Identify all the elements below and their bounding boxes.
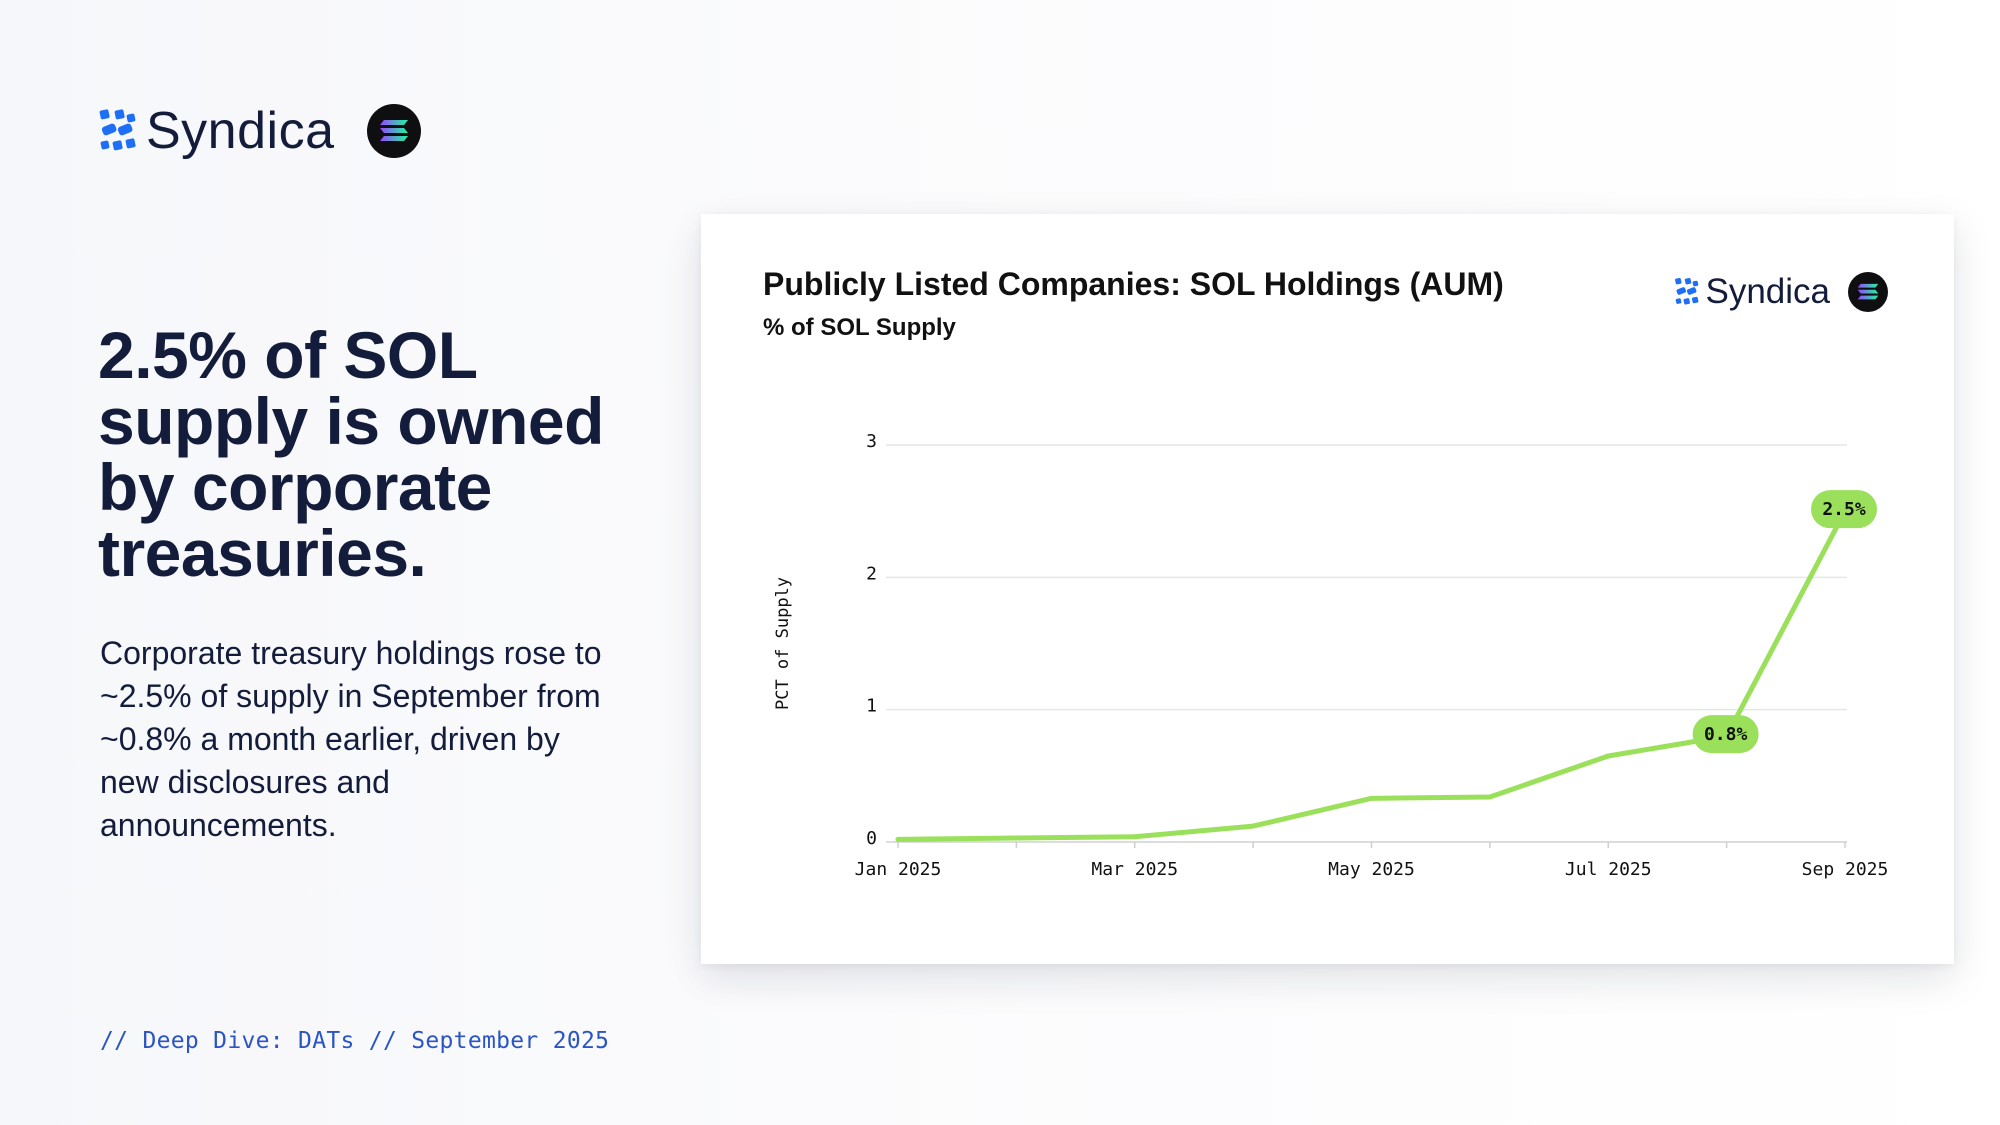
x-tick-label: Jul 2025 [1565, 859, 1652, 880]
x-tick-label: Sep 2025 [1802, 859, 1889, 880]
data-point [895, 836, 901, 842]
chart-brand-logo: Syndica [1674, 270, 1888, 314]
data-point [1605, 753, 1611, 759]
solana-logo-icon [366, 104, 421, 158]
data-label: 0.8% [1704, 724, 1748, 745]
x-tick-label: Mar 2025 [1091, 859, 1178, 880]
y-tick-label: 1 [866, 696, 877, 717]
page-headline: 2.5% of SOL supply is owned by corporate… [98, 318, 604, 590]
solana-logo-icon [1848, 272, 1888, 312]
data-label-pill [1692, 715, 1759, 754]
chart-title: Publicly Listed Companies: SOL Holdings … [763, 266, 1504, 302]
chart-svg: 0 1 2 3 Jan 2025 Mar 2025 May 2025 Jul 2025 Sep … [773, 431, 1889, 880]
y-axis-label: PCT of Supply [773, 577, 793, 710]
y-tick-label: 2 [866, 563, 877, 584]
summary-text: Corporate treasury holdings rose to ~2.5… [100, 635, 602, 843]
data-point [1250, 823, 1256, 829]
syndica-logo-icon [1675, 277, 1699, 305]
data-point [1013, 835, 1019, 841]
data-point [1132, 834, 1138, 840]
data-label: 2.5% [1822, 499, 1866, 520]
chart-subtitle: % of SOL Supply [763, 314, 956, 341]
data-point [1369, 795, 1374, 801]
y-tick-label: 0 [866, 828, 877, 849]
chart-brand-wordmark: Syndica [1705, 272, 1830, 311]
series-line [895, 508, 1848, 842]
chart-card: 0 1 2 3 Jan 2025 Mar 2025 May 2025 Jul 2025 Sep … [701, 214, 1954, 964]
y-tick-label: 3 [866, 431, 877, 452]
footer-caption: // Deep Dive: DATs // September 2025 [100, 1028, 610, 1054]
x-tick-label: Jan 2025 [855, 859, 942, 880]
syndica-logo-icon [99, 109, 136, 151]
data-label-pill [1811, 490, 1877, 529]
brand-logo: Syndica [98, 100, 421, 162]
x-tick-label: May 2025 [1328, 859, 1415, 880]
data-point [1487, 794, 1493, 800]
brand-wordmark: Syndica [146, 102, 335, 160]
